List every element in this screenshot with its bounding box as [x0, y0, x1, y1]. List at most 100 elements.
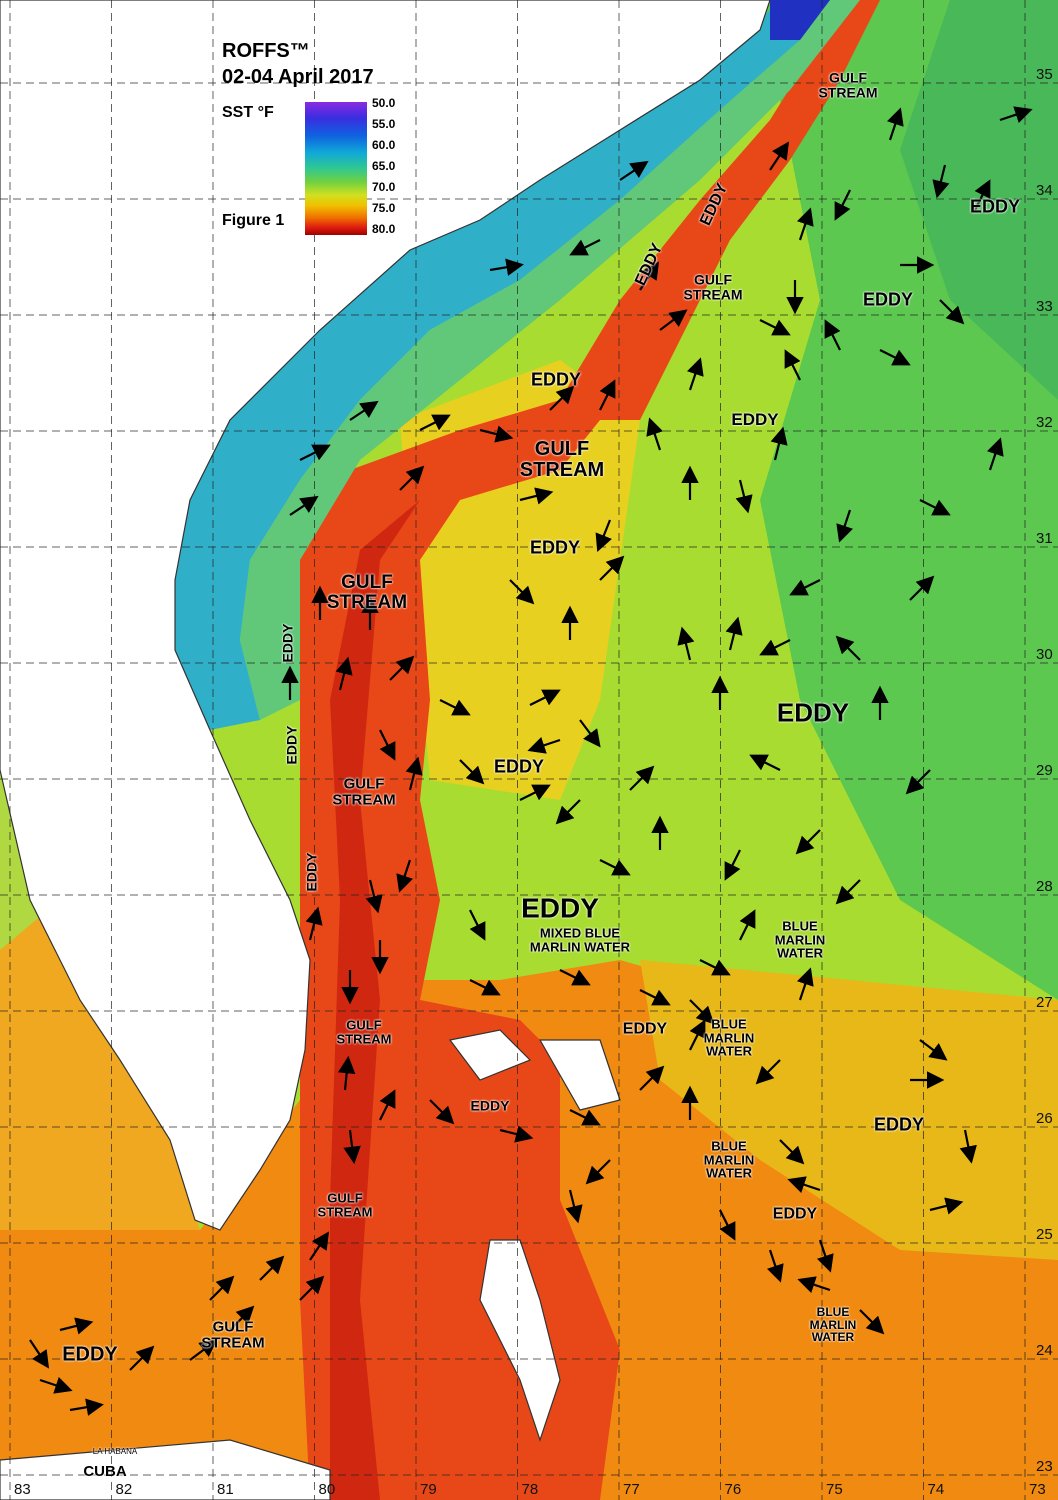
current-arrow: [337, 1055, 356, 1091]
current-arrow: [725, 616, 743, 651]
legend-label: 80.0: [372, 222, 396, 236]
current-arrow: [796, 207, 814, 241]
current-arrow: [859, 1309, 885, 1335]
current-arrow: [599, 555, 625, 581]
latitude-label: 35: [1036, 66, 1053, 83]
current-arrow: [379, 729, 396, 761]
longitude-label: 82: [116, 1481, 133, 1498]
annotation: EDDY: [969, 196, 1020, 217]
current-arrow: [735, 479, 753, 514]
current-arrow: [289, 495, 319, 516]
current-arrow: [599, 379, 616, 411]
longitude-label: 75: [826, 1481, 843, 1498]
current-arrow: [719, 1209, 736, 1241]
annotation: EDDY: [279, 623, 296, 663]
annotation: GULF STREAM: [683, 271, 743, 302]
current-arrow: [749, 754, 781, 771]
place-label: CUBA: [83, 1463, 127, 1481]
latitude-label: 32: [1036, 414, 1053, 431]
current-arrow: [766, 1249, 784, 1283]
current-arrow: [929, 1197, 964, 1215]
current-arrow: [69, 1398, 104, 1416]
annotation: EDDY: [521, 892, 599, 924]
longitude-label: 79: [420, 1481, 437, 1498]
longitude-label: 76: [725, 1481, 742, 1498]
current-arrow: [549, 385, 575, 411]
current-arrow: [639, 989, 671, 1006]
annotation: EDDY: [529, 537, 580, 558]
current-arrow: [755, 1059, 781, 1085]
current-arrow: [686, 357, 704, 391]
current-arrow: [816, 1239, 834, 1273]
current-arrow: [519, 784, 551, 801]
longitude-label: 80: [319, 1481, 336, 1498]
latitude-label: 31: [1036, 530, 1053, 547]
current-arrow: [396, 859, 414, 893]
current-arrow: [759, 639, 791, 656]
date: 02-04 April 2017: [222, 66, 374, 88]
current-arrow: [824, 319, 841, 351]
current-arrow: [796, 967, 814, 1001]
latitude-label: 30: [1036, 646, 1053, 663]
current-arrow: [429, 1099, 455, 1125]
current-arrow: [905, 769, 931, 795]
latitude-label: 28: [1036, 878, 1053, 895]
current-arrow: [659, 309, 688, 331]
current-arrow: [677, 626, 695, 661]
current-arrow: [646, 417, 664, 451]
current-arrow: [299, 444, 331, 461]
current-arrow: [639, 261, 660, 291]
current-arrow: [779, 1139, 805, 1165]
current-arrow: [835, 879, 861, 905]
latitude-label: 33: [1036, 298, 1053, 315]
current-arrow: [555, 799, 581, 825]
annotation: EDDY: [283, 725, 300, 765]
latitude-label: 24: [1036, 1342, 1053, 1359]
current-arrow: [469, 909, 486, 941]
legend-label: 75.0: [372, 201, 396, 215]
current-arrow: [999, 106, 1033, 124]
current-arrow: [784, 349, 801, 381]
annotation: GULF STREAM: [317, 1190, 373, 1219]
longitude-label: 81: [217, 1481, 234, 1498]
current-arrow: [405, 756, 423, 791]
annotation: GULF STREAM: [336, 1017, 392, 1046]
current-arrow: [349, 400, 379, 421]
annotation: GULF STREAM: [326, 572, 408, 613]
annotation: EDDY: [862, 289, 913, 310]
current-arrow: [189, 1339, 218, 1361]
annotation: BLUE MARLIN WATER: [703, 1016, 755, 1059]
current-arrow: [599, 859, 631, 876]
current-arrow: [29, 1339, 50, 1369]
annotation: EDDY: [622, 1020, 668, 1038]
annotation: EDDY: [776, 697, 850, 728]
current-arrow: [365, 879, 383, 914]
legend-colorbar: [305, 102, 367, 235]
place-label: LA HABANA: [92, 1446, 138, 1456]
legend-title: SST °F: [222, 104, 274, 121]
annotation: EDDY: [530, 369, 581, 390]
current-arrow: [305, 906, 323, 941]
current-arrow: [835, 635, 861, 661]
current-arrow: [919, 1039, 948, 1061]
current-arrow: [787, 1176, 821, 1194]
current-arrow: [379, 1089, 396, 1121]
longitude-label: 83: [14, 1481, 31, 1498]
current-arrow: [565, 1189, 583, 1224]
current-arrow: [335, 656, 353, 691]
current-arrow: [739, 909, 756, 941]
annotation: EDDY: [62, 1343, 118, 1366]
current-arrow: [939, 299, 965, 325]
current-arrows: [29, 106, 1033, 1416]
current-arrow: [795, 829, 821, 855]
current-arrow: [834, 189, 851, 221]
annotation: MIXED BLUE MARLIN WATER: [529, 925, 631, 954]
current-arrow: [879, 349, 911, 366]
current-arrow: [527, 736, 561, 754]
current-arrow: [689, 999, 715, 1025]
annotation: BLUE MARLIN WATER: [703, 1138, 755, 1181]
current-arrow: [974, 179, 991, 211]
land: [0, 0, 771, 1500]
current-arrow: [909, 575, 935, 601]
